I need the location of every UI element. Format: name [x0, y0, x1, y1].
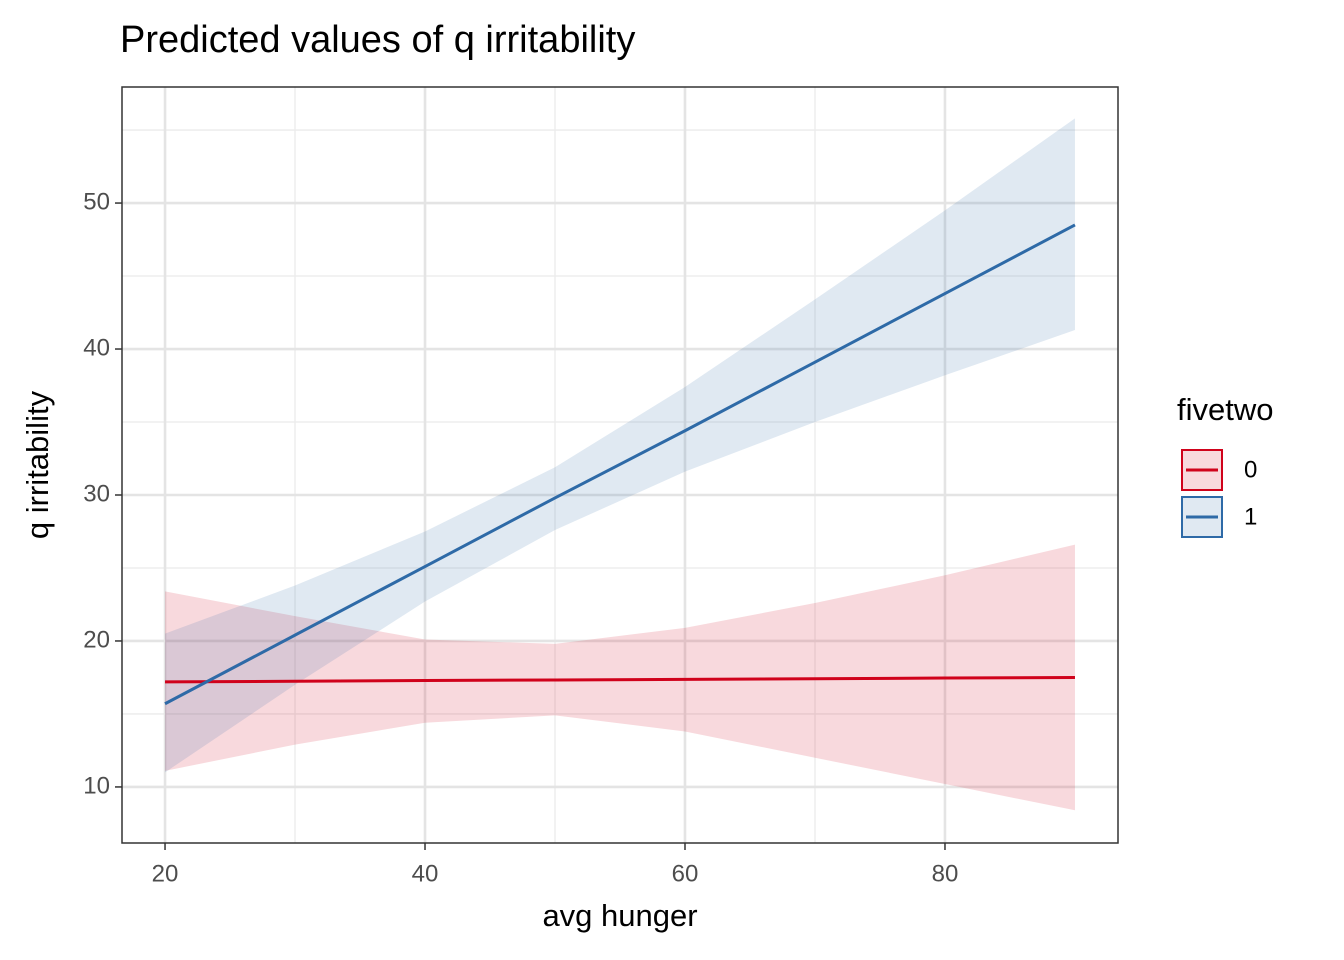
legend-label: 1: [1244, 503, 1257, 530]
y-tick-label: 50: [83, 188, 110, 215]
y-tick-label: 20: [83, 626, 110, 653]
y-tick-label: 40: [83, 334, 110, 361]
chart-title: Predicted values of q irritability: [120, 19, 635, 61]
x-tick-label: 40: [412, 860, 439, 887]
x-tick-label: 20: [152, 860, 179, 887]
series-line: [164, 223, 1076, 706]
y-axis-title: q irritability: [20, 390, 55, 539]
legend-label: 0: [1244, 456, 1257, 483]
x-tick-label: 80: [932, 860, 959, 887]
x-tick-label: 60: [672, 860, 699, 887]
y-tick-label: 30: [83, 480, 110, 507]
confidence-band: [165, 544, 1075, 811]
series-line: [165, 675, 1075, 684]
legend-title: fivetwo: [1177, 392, 1273, 427]
y-tick-label: 10: [83, 772, 110, 799]
confidence-band: [165, 118, 1075, 773]
x-axis-title: avg hunger: [542, 898, 697, 933]
panel-border: [121, 86, 1119, 844]
